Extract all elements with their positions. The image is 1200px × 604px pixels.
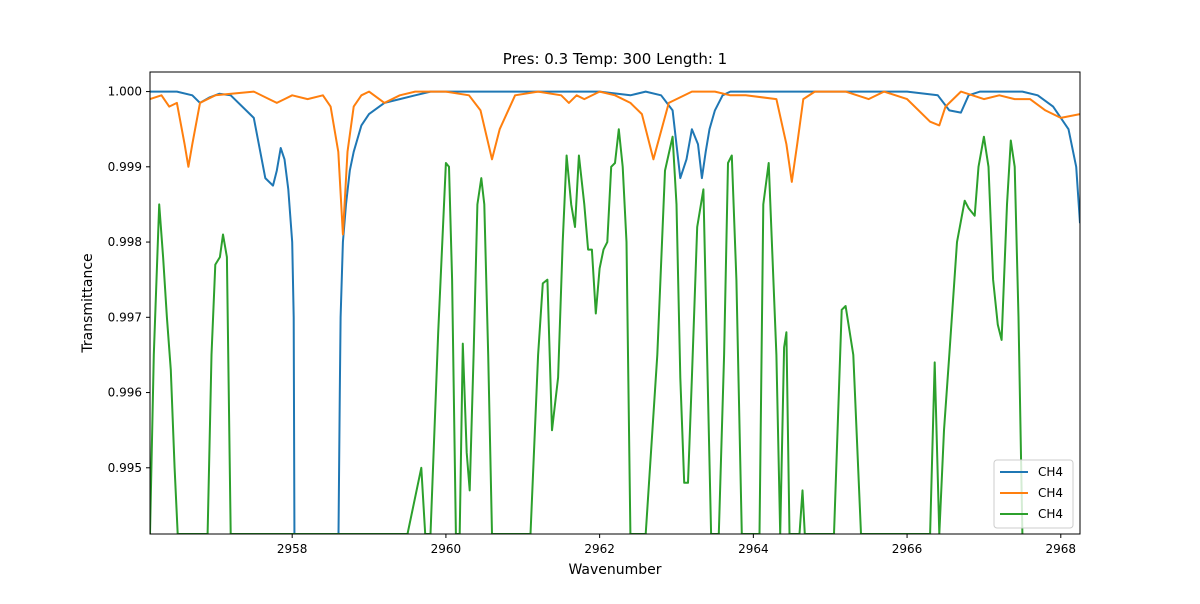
y-tick-label: 1.000 — [108, 85, 142, 99]
y-tick-label: 0.995 — [108, 461, 142, 475]
y-tick-label: 0.996 — [108, 386, 142, 400]
y-axis-label: Transmittance — [80, 253, 96, 353]
x-axis-ticks: 2958 2960 2962 2964 2966 2968 — [277, 534, 1076, 556]
series-line-2 — [150, 90, 1080, 236]
y-tick-label: 0.999 — [108, 160, 142, 174]
chart-title: Pres: 0.3 Temp: 300 Length: 1 — [503, 50, 727, 68]
x-tick-label: 2964 — [738, 542, 769, 556]
legend-box — [993, 459, 1074, 529]
legend-label-2: CH4 — [1038, 486, 1063, 500]
legend-label-3: CH4 — [1038, 507, 1063, 521]
x-tick-label: 2968 — [1046, 542, 1077, 556]
plot-frame — [149, 71, 1081, 535]
legend-label-1: CH4 — [1038, 465, 1063, 479]
x-tick-label: 2960 — [431, 542, 462, 556]
x-axis-label: Wavenumber — [568, 562, 661, 578]
y-tick-label: 0.997 — [108, 310, 142, 324]
series-line-1 — [150, 90, 1080, 534]
x-tick-label: 2958 — [277, 542, 308, 556]
legend: CH4 CH4 CH4 — [993, 459, 1074, 529]
x-tick-label: 2966 — [892, 542, 923, 556]
series-line-3 — [150, 128, 1024, 534]
series-layer — [150, 90, 1080, 534]
y-tick-label: 0.998 — [108, 235, 142, 249]
x-tick-label: 2962 — [584, 542, 615, 556]
y-axis-ticks: 0.995 0.996 0.997 0.998 0.999 1.000 — [108, 85, 150, 475]
